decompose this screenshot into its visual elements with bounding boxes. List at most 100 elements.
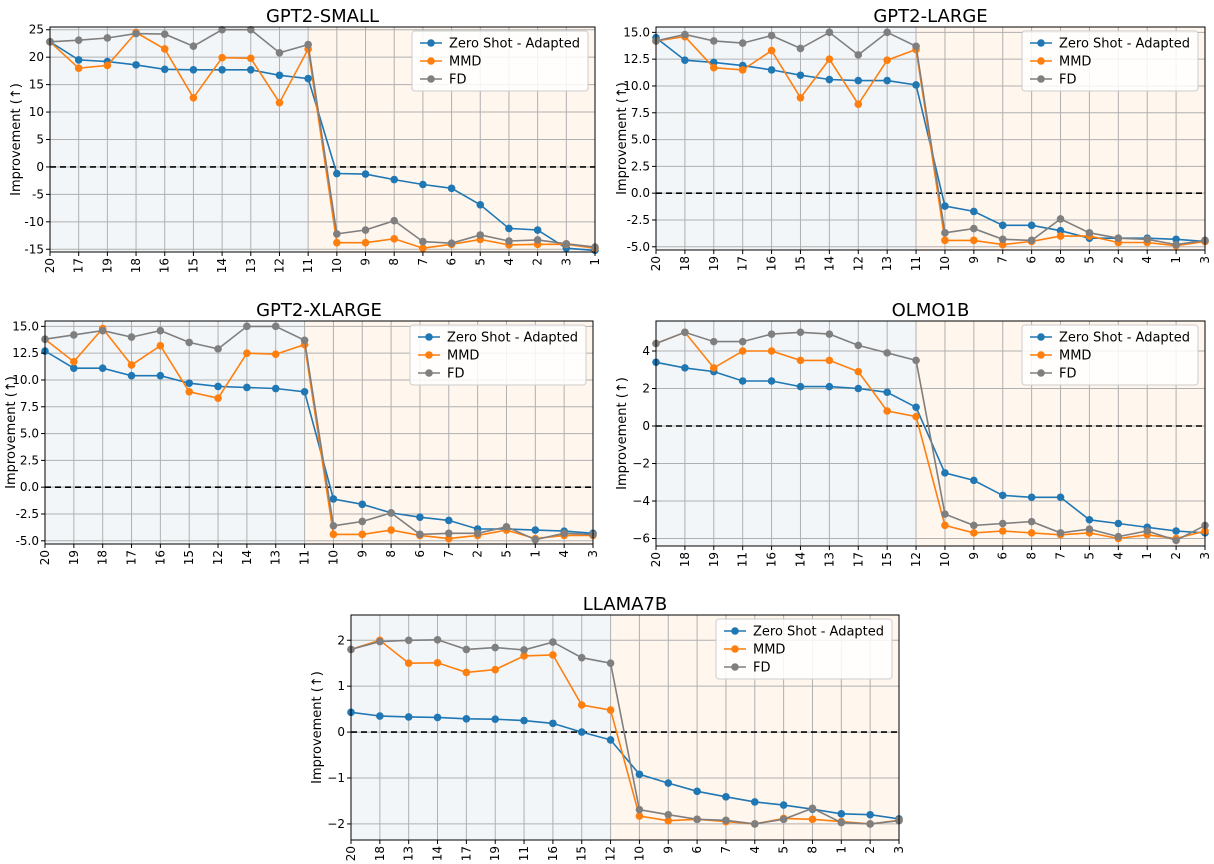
- data-point: [390, 175, 399, 184]
- data-point: [1143, 527, 1152, 535]
- data-point: [577, 728, 586, 736]
- legend-swatch-marker: [1037, 333, 1045, 341]
- legend-swatch-marker: [731, 645, 739, 653]
- x-tick-label: 6: [690, 846, 704, 854]
- x-tick-label: 6: [413, 550, 427, 558]
- y-tick-label: 0.0: [631, 186, 650, 200]
- data-point: [767, 66, 776, 74]
- data-point: [156, 326, 165, 335]
- data-point: [185, 338, 194, 347]
- x-tick-label: 18: [129, 258, 143, 273]
- legend-label: MMD: [1059, 349, 1091, 364]
- x-tick-label: 16: [765, 552, 779, 567]
- x-tick-label: 11: [736, 552, 750, 567]
- data-point: [941, 510, 949, 518]
- x-tick-label: 9: [967, 552, 981, 560]
- legend-item-mmd: MMD: [420, 55, 481, 70]
- series-fd: [347, 635, 903, 828]
- x-tick-label: 1: [834, 846, 848, 854]
- legend-swatch-marker: [1037, 369, 1045, 377]
- data-point: [358, 530, 367, 539]
- data-point: [941, 202, 949, 210]
- x-tick-label: 10: [632, 846, 646, 861]
- series-fd: [652, 328, 1209, 545]
- data-point: [970, 529, 978, 537]
- x-tick-label: 5: [499, 550, 513, 558]
- data-point: [304, 40, 312, 49]
- data-point: [709, 37, 718, 45]
- data-point: [243, 383, 251, 392]
- x-tick-label: 1: [1169, 256, 1183, 264]
- data-point: [796, 71, 805, 80]
- region-in-distribution: [45, 321, 305, 544]
- data-point: [473, 529, 482, 538]
- x-tick-label: 7: [1054, 552, 1068, 560]
- data-point: [664, 816, 673, 825]
- legend-box: [411, 30, 589, 92]
- y-axis-label: Improvement (↑): [615, 377, 630, 490]
- series-line-zero-shot-adapted: [350, 711, 900, 820]
- legend-label: MMD: [447, 349, 479, 364]
- x-tick-label: 7: [442, 550, 456, 558]
- y-tick-label: 2: [642, 382, 650, 396]
- x-tick-label: 11: [517, 846, 531, 861]
- x-tick-label: 20: [649, 552, 663, 567]
- y-axis-label: Improvement (↑): [310, 671, 325, 784]
- data-point: [854, 100, 863, 108]
- data-point: [246, 66, 255, 74]
- data-point: [825, 28, 834, 37]
- data-point: [1172, 536, 1180, 545]
- data-point: [390, 216, 399, 225]
- data-point: [837, 810, 846, 818]
- x-tick-label: 9: [967, 256, 981, 264]
- x-tick-label: 15: [793, 256, 807, 271]
- legend: Zero Shot - Adapted MMD FD: [1021, 30, 1199, 92]
- data-point: [361, 170, 370, 178]
- series-fd: [41, 322, 597, 544]
- data-point: [74, 64, 83, 72]
- data-point: [376, 637, 384, 646]
- x-tick-label: 5: [1082, 256, 1096, 264]
- data-point: [750, 798, 759, 806]
- x-tick-label: 19: [67, 550, 81, 565]
- series-line-fd: [350, 638, 900, 825]
- series-fd: [652, 28, 1209, 249]
- data-point: [1114, 234, 1123, 243]
- data-point: [103, 34, 112, 42]
- data-point: [433, 658, 442, 667]
- y-tick-label: 5.0: [631, 133, 650, 147]
- x-tick-label: 17: [459, 846, 473, 861]
- x-tick-label: 18: [373, 846, 387, 861]
- data-point: [329, 530, 338, 539]
- data-point: [681, 364, 689, 372]
- data-point: [376, 712, 384, 720]
- data-point: [533, 226, 542, 234]
- data-point: [549, 651, 557, 659]
- data-point: [160, 65, 169, 74]
- legend-item-fd: FD: [724, 661, 771, 676]
- x-tick-label: 8: [387, 258, 401, 266]
- data-point: [796, 356, 805, 365]
- data-point: [132, 29, 140, 38]
- data-point: [912, 356, 920, 365]
- series-line-mmd: [655, 35, 1206, 247]
- data-point: [722, 793, 730, 801]
- data-point: [103, 61, 112, 70]
- data-point: [635, 805, 644, 814]
- data-point: [419, 237, 427, 246]
- data-point: [709, 364, 718, 372]
- data-point: [444, 534, 453, 543]
- x-tick-label: 9: [661, 846, 675, 854]
- legend-label: Zero Shot - Adapted: [753, 625, 884, 640]
- data-point: [531, 535, 540, 544]
- x-tick-label: 7: [416, 258, 430, 266]
- data-point: [808, 804, 817, 813]
- data-point: [387, 509, 395, 517]
- x-tick-label: 2: [1111, 256, 1125, 264]
- legend-swatch-marker: [425, 369, 433, 377]
- x-tick-label: 16: [765, 256, 779, 271]
- data-point: [1172, 240, 1180, 249]
- x-tick-label: 8: [1025, 552, 1039, 560]
- y-tick-label: −2: [327, 817, 345, 831]
